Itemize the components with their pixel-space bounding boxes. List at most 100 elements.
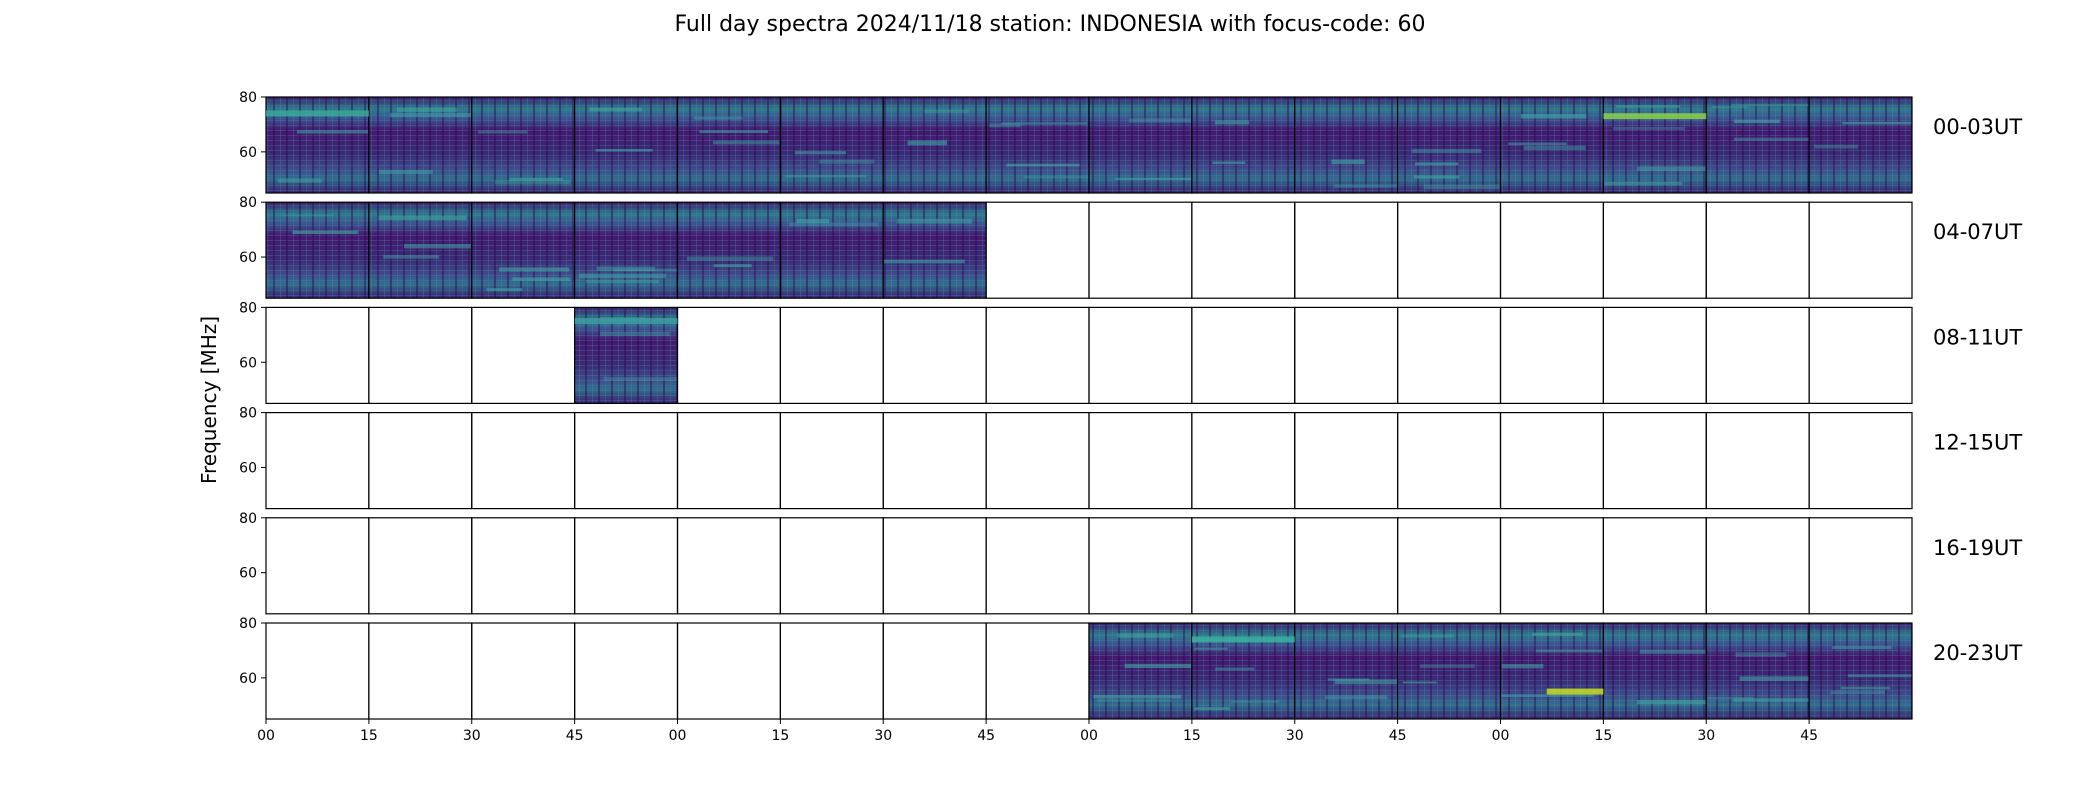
panel-frame (1499, 517, 1604, 615)
panel-frame (1397, 517, 1502, 615)
emission-band (1734, 119, 1780, 123)
panel-frame (1808, 306, 1913, 404)
emission-band (1023, 175, 1089, 179)
bright-emission (1191, 636, 1295, 643)
emission-band (1334, 679, 1398, 685)
x-tick-label: 00 (1080, 728, 1098, 744)
emission-band (595, 148, 653, 152)
x-tick-label: 45 (566, 728, 584, 744)
emission-band (784, 174, 867, 178)
emission-band (1604, 181, 1683, 186)
emission-band (1523, 145, 1586, 151)
panel-frame (1705, 306, 1810, 404)
emission-band (907, 140, 948, 146)
emission-band (1832, 646, 1892, 650)
panel-frame (1705, 517, 1810, 615)
panel-frame (985, 622, 1090, 720)
panel-frame (1294, 412, 1399, 510)
emission-band (713, 140, 781, 145)
spectrum-texture (1500, 623, 1604, 719)
x-tick-label: 15 (771, 728, 789, 744)
spectrum-texture (1809, 97, 1912, 193)
emission-band (1231, 700, 1280, 703)
emission-band (585, 279, 660, 284)
spectrum-texture (1191, 97, 1295, 193)
panel-frame (471, 622, 576, 720)
panel-frame (1294, 306, 1399, 404)
spectrum-texture (780, 97, 884, 193)
spectrum-texture (677, 202, 781, 299)
spectrum-texture (1706, 623, 1810, 719)
panel-frame (1499, 201, 1604, 299)
panel-frame (1602, 306, 1707, 404)
spectrum-texture (368, 97, 472, 193)
panel-frame (265, 517, 370, 615)
chart-title: Full day spectra 2024/11/18 station: IND… (674, 12, 1426, 37)
row-label: 20-23UT (1933, 641, 2022, 665)
emission-band (378, 169, 433, 175)
emission-band (1615, 105, 1680, 108)
panel-frame (882, 622, 987, 720)
panel-frame (471, 517, 576, 615)
y-tick-label: 80 (239, 300, 257, 316)
bright-emission (1546, 688, 1604, 695)
panel-frame (1397, 201, 1502, 299)
x-tick-label: 45 (1389, 728, 1407, 744)
panel-frame (676, 412, 781, 510)
spectrum-texture (883, 202, 987, 299)
panel-frame (1191, 412, 1296, 510)
panel-frame (676, 306, 781, 404)
row-20-23UT: 60 80 20-23UT (239, 616, 2022, 720)
row-00-03UT: 60 80 00-03UT (239, 90, 2022, 194)
panel-frame (1808, 96, 1913, 194)
emission-band (699, 130, 769, 133)
spectrum-texture (1809, 623, 1912, 719)
emission-band (1124, 663, 1192, 669)
y-tick-label: 80 (239, 511, 257, 527)
x-tick-label: 30 (874, 728, 892, 744)
x-tick-label: 15 (360, 728, 378, 744)
emission-band (796, 219, 829, 224)
panel-frame (368, 517, 473, 615)
emission-band (1501, 664, 1544, 669)
emission-band (1711, 106, 1748, 109)
emission-band (1739, 676, 1810, 681)
x-tick-label: 15 (1594, 728, 1612, 744)
row-12-15UT: 60 80 12-15UT (239, 406, 2022, 510)
emission-band (1006, 163, 1080, 167)
emission-band (789, 222, 879, 227)
emission-band (1194, 647, 1228, 650)
row-16-19UT: 60 80 16-19UT (239, 511, 2022, 615)
panel-frame (985, 201, 1090, 299)
row-label: 16-19UT (1933, 536, 2022, 560)
panel-frame (985, 517, 1090, 615)
panel-frame (1088, 517, 1193, 615)
panel-frame (368, 622, 473, 720)
row-label: 00-03UT (1933, 115, 2022, 139)
panel-frame (1808, 201, 1913, 299)
panel-frame (265, 306, 370, 404)
emission-band (499, 267, 570, 272)
emission-band (1327, 678, 1370, 681)
emission-band (1331, 159, 1365, 165)
emission-band (277, 178, 322, 183)
panel-frame (1499, 412, 1604, 510)
emission-band (1500, 694, 1594, 697)
bright-emission (574, 318, 678, 325)
bright-emission (1603, 113, 1707, 120)
spectrum-texture (677, 97, 781, 193)
panel-frame (985, 306, 1090, 404)
spectrum-texture (574, 97, 678, 193)
emission-band (1733, 698, 1810, 702)
panel-frame (574, 517, 679, 615)
y-tick-label: 60 (239, 566, 257, 582)
emission-band (383, 255, 440, 259)
panel-frame (574, 412, 679, 510)
panel-frame (1602, 517, 1707, 615)
row-08-11UT: 60 80 08-11UT (239, 300, 2022, 404)
bright-emission (266, 110, 369, 117)
x-tick-label: 00 (257, 728, 275, 744)
spectrum-texture (574, 202, 678, 299)
panel-frame (779, 517, 884, 615)
